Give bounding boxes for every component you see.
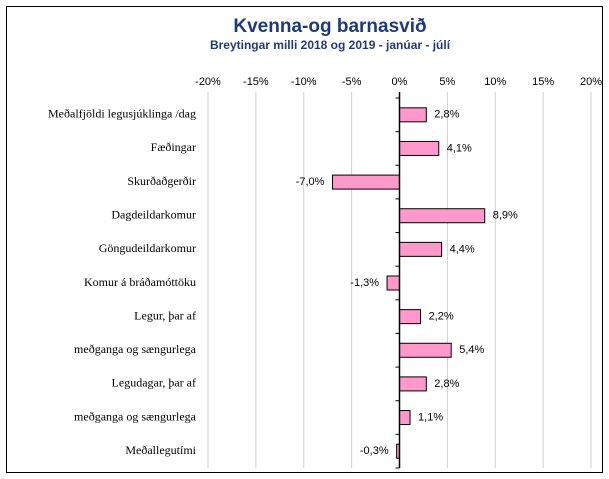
x-tick-label: -20% [195, 76, 221, 88]
y-tick-label: meðganga og sængurlega [74, 342, 197, 356]
chart-border [6, 6, 603, 473]
y-tick-label: Meðalfjöldi legusjúklinga /dag [48, 107, 196, 121]
x-tick-label: 5% [439, 76, 455, 88]
x-tick-label: 10% [484, 76, 506, 88]
y-tick-label: Dagdeildarkomur [111, 207, 196, 221]
x-tick-label: -15% [243, 76, 269, 88]
bar [399, 376, 427, 392]
bar [386, 275, 400, 291]
x-tick-label: -10% [291, 76, 317, 88]
chart-subtitle: Breytingar milli 2018 og 2019 - janúar -… [210, 38, 451, 52]
x-tick-label: -5% [342, 76, 362, 88]
x-tick-label: 15% [532, 76, 554, 88]
value-label: 4,4% [450, 243, 475, 255]
y-tick-label: meðganga og sængurlega [74, 409, 197, 423]
y-tick-label: Legudagar, þar af [112, 376, 196, 390]
bar [399, 107, 427, 123]
value-label: 5,4% [459, 344, 484, 356]
bar [399, 208, 486, 224]
y-tick-label: Göngudeildarkomur [99, 241, 196, 255]
bar [331, 174, 401, 190]
bar [399, 342, 452, 358]
chart-title: Kvenna-og barnasvið [233, 16, 426, 37]
value-label: -1,3% [350, 277, 379, 289]
value-label: -0,3% [360, 445, 389, 457]
value-label: -7,0% [296, 176, 325, 188]
y-tick-label: Skurðaðgerðir [127, 174, 196, 188]
value-label: 2,8% [434, 378, 459, 390]
value-label: 2,2% [429, 311, 454, 323]
value-label: 2,8% [434, 109, 459, 121]
value-label: 4,1% [447, 142, 472, 154]
bar [399, 241, 443, 257]
y-tick-label: Fæðingar [151, 140, 196, 154]
bar [399, 309, 422, 325]
bar [399, 410, 411, 426]
y-tick-label: Komur á bráðamóttöku [84, 275, 196, 289]
x-tick-label: 20% [580, 76, 602, 88]
y-tick-label: Meðallegutími [125, 443, 196, 457]
bar [399, 140, 440, 156]
y-tick-label: Legur, þar af [134, 308, 196, 322]
value-label: 1,1% [418, 411, 443, 423]
x-tick-label: 0% [392, 76, 408, 88]
value-label: 8,9% [493, 210, 518, 222]
